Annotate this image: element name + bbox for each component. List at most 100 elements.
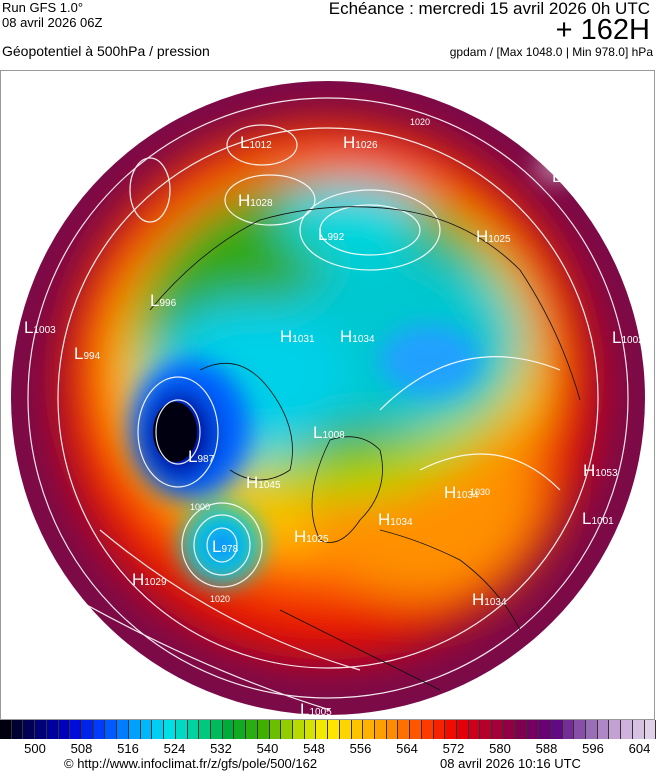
colorbar-swatch	[609, 720, 622, 739]
colorbar-swatch	[480, 720, 493, 739]
colorbar-swatch	[257, 720, 270, 739]
colorbar-swatch	[550, 720, 563, 739]
colorbar-swatch	[621, 720, 633, 739]
isobar-label: 1000	[190, 502, 210, 512]
colorbar-swatch	[328, 720, 340, 739]
colorbar-swatch	[187, 720, 200, 739]
pressure-center: L992	[318, 225, 345, 244]
pressure-center: H1034	[444, 483, 479, 502]
pressure-center: H1029	[132, 570, 167, 589]
pressure-center: H1026	[343, 133, 378, 152]
colorbar-swatch	[492, 720, 504, 739]
isobar-label: 1020	[410, 117, 430, 127]
isobar-labels: 1010 1020 1030 1000 1020	[145, 114, 490, 604]
colorbar-swatch	[386, 720, 399, 739]
colorbar-tick-label: 604	[628, 741, 651, 756]
pressure-center: H1028	[238, 191, 273, 210]
colorbar-swatch	[515, 720, 528, 739]
colorbar-tick-label: 572	[442, 741, 465, 756]
colorbar-swatch	[269, 720, 282, 739]
colorbar-swatch	[421, 720, 434, 739]
colorbar-tick-label: 516	[117, 741, 139, 756]
isobar-label: 1030	[470, 487, 490, 497]
colorbar-swatch	[23, 720, 36, 739]
colorbar-tick-label: 596	[582, 741, 604, 756]
pressure-center: H1034	[378, 510, 413, 529]
map-frame	[0, 70, 655, 720]
pressure-center: L1003	[24, 318, 56, 337]
pressure-center: H1034	[340, 327, 375, 346]
colorbar-tick-label: 564	[396, 741, 418, 756]
colorbar-swatch	[11, 720, 24, 739]
polar-map: L1012 H1026 H1028 L992 L94 H1025 L996 L1…	[11, 81, 645, 719]
colorbar-swatch	[503, 720, 516, 739]
colorbar-tick-label: 532	[210, 741, 232, 756]
colorbar-swatch	[363, 720, 375, 739]
colorbar-swatch	[82, 720, 94, 739]
pressure-center: H1025	[476, 227, 511, 246]
pressure-center: L978	[212, 537, 239, 556]
colorbar-swatch	[199, 720, 211, 739]
pressure-center: L94	[552, 167, 573, 186]
colorbar-swatch	[398, 720, 411, 739]
colorbar-tick-label: 508	[70, 741, 93, 756]
colorbar-swatch	[175, 720, 188, 739]
colorbar-swatch	[35, 720, 47, 739]
colorbar-swatch	[234, 720, 247, 739]
colorbar-swatch	[140, 720, 153, 739]
forecast-lead-time: + 162H	[555, 14, 650, 46]
isobar-label: 1010	[145, 114, 165, 124]
colorbar-swatch	[585, 720, 598, 739]
colorbar-tick-label: 556	[349, 741, 372, 756]
colorbar-swatch	[128, 720, 141, 739]
colorbar-tick-label: 548	[303, 741, 325, 756]
colorbar-swatch	[351, 720, 364, 739]
colorbar-swatch	[468, 720, 481, 739]
source-url[interactable]: © http://www.infoclimat.fr/z/gfs/pole/50…	[64, 756, 318, 771]
pressure-center: L987	[188, 447, 215, 466]
colorbar-tick-label: 500	[24, 741, 46, 756]
colorbar-swatch	[0, 720, 12, 739]
pressure-centers: L1012 H1026 H1028 L992 L94 H1025 L996 L1…	[24, 133, 644, 719]
pressure-center: L1005	[300, 700, 332, 719]
colorbar-swatch	[632, 720, 645, 739]
colorbar-swatch	[93, 720, 106, 739]
pressure-center: H1053	[583, 461, 618, 480]
colorbar-swatch	[152, 720, 165, 739]
pressure-center: L1001	[582, 509, 614, 528]
isobar-label: 1020	[210, 594, 230, 604]
colorbar-swatch	[105, 720, 118, 739]
colorbar-swatch	[433, 720, 446, 739]
colorbar-swatch	[164, 720, 176, 739]
pressure-center: L996	[150, 291, 177, 310]
coastlines	[149, 206, 581, 691]
colorbar-swatch	[210, 720, 223, 739]
colorbar-swatch	[644, 720, 656, 739]
colorbar-swatch	[281, 720, 293, 739]
units-range: gpdam / [Max 1048.0 | Min 978.0] hPa	[449, 45, 653, 59]
colorbar-swatch	[46, 720, 59, 739]
colorbar-swatch	[304, 720, 317, 739]
colorbar	[0, 720, 656, 739]
pressure-center: H1031	[280, 327, 315, 346]
pressure-center: L1012	[240, 133, 272, 152]
forecast-valid-time: Echéance : mercredi 15 avril 2026 0h UTC	[328, 0, 650, 18]
colorbar-tick-label: 540	[256, 741, 279, 756]
colorbar-swatch	[117, 720, 129, 739]
colorbar-swatch	[246, 720, 258, 739]
colorbar-swatch	[457, 720, 469, 739]
colorbar-tick-label: 580	[489, 741, 511, 756]
pressure-center: H1045	[246, 473, 281, 492]
generated-time: 08 avril 2026 10:16 UTC	[440, 756, 581, 771]
colorbar-swatch	[316, 720, 329, 739]
deep-low-core	[153, 402, 197, 462]
colorbar-swatch	[375, 720, 387, 739]
colorbar-swatch	[58, 720, 71, 739]
variable-title: Géopotentiel à 500hPa / pression	[2, 43, 210, 59]
pressure-center: H1034	[472, 590, 507, 609]
pressure-center: H1025	[294, 527, 329, 546]
isobars	[27, 97, 629, 711]
pressure-center: L994	[74, 344, 101, 363]
colorbar-swatch	[70, 720, 83, 739]
